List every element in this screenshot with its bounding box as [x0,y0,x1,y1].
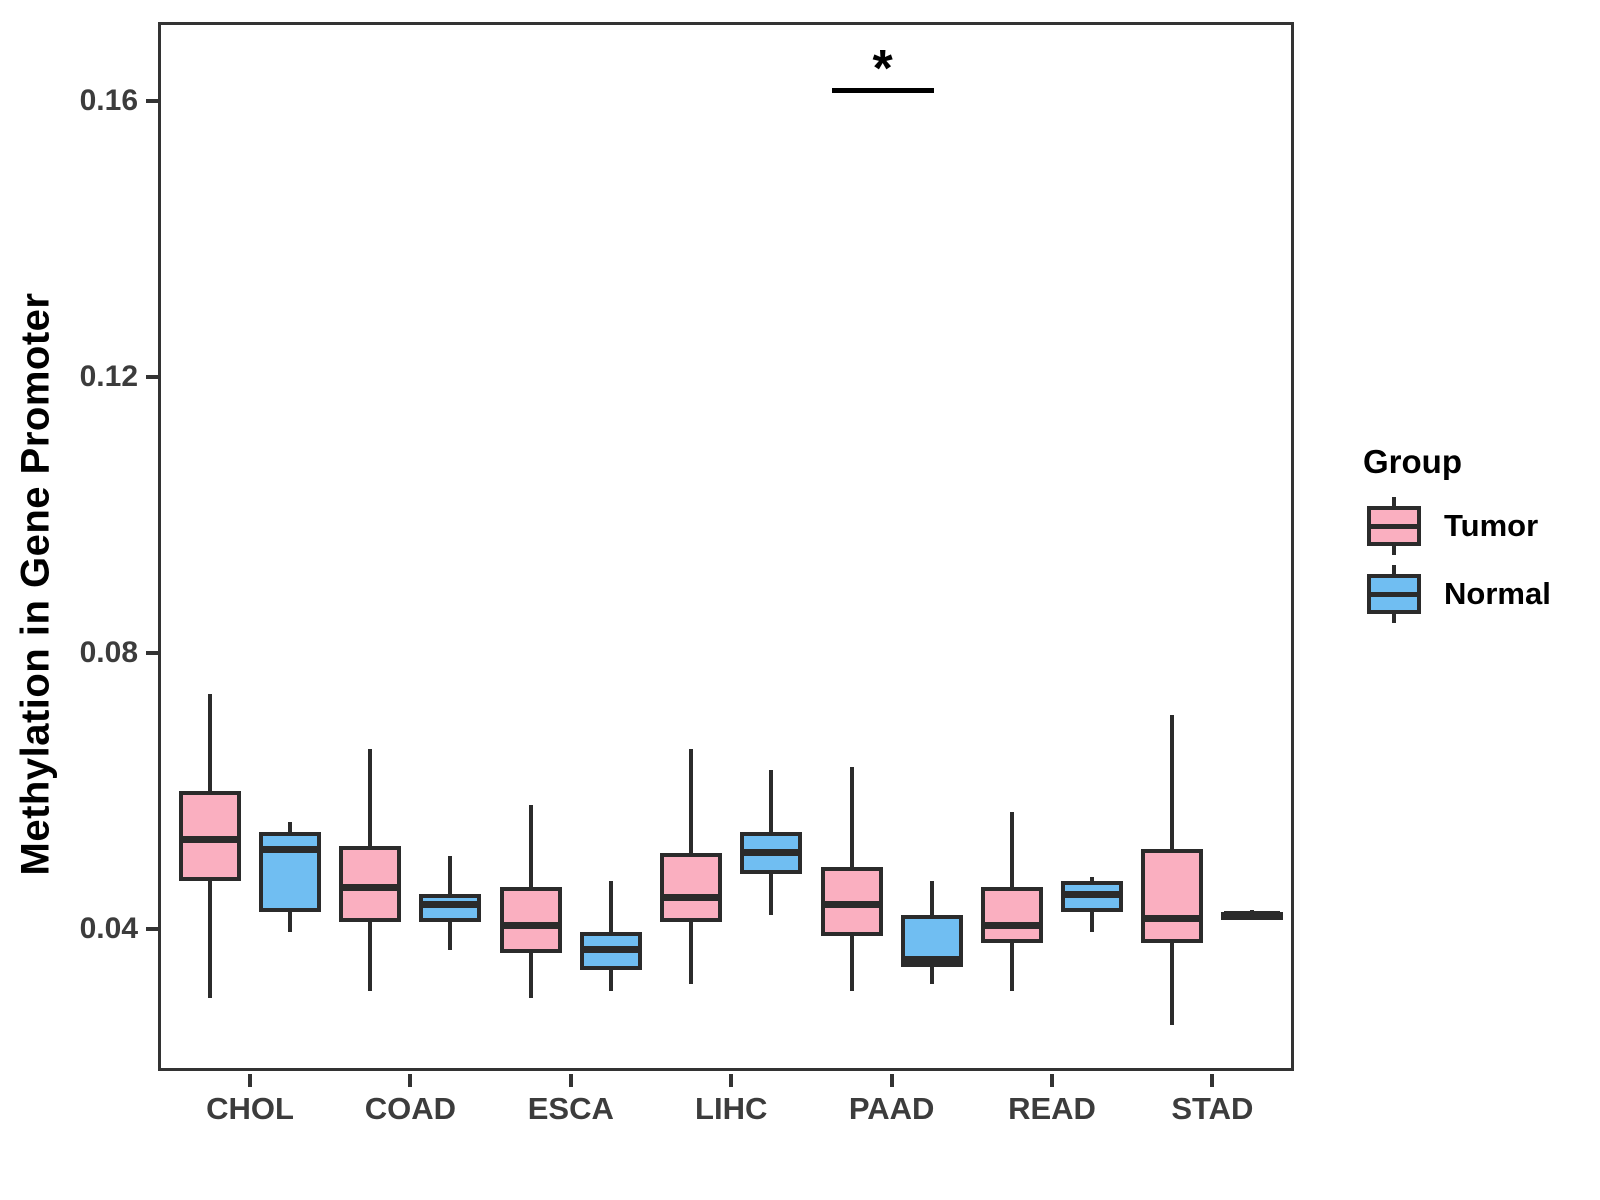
median-tumor-ESCA [502,921,559,929]
key-whisker-top [1392,497,1396,507]
legend-entry-tumor: Tumor [1366,497,1600,555]
x-tick-LIHC [729,1074,734,1087]
x-tick-COAD [408,1074,413,1087]
median-tumor-READ [984,921,1040,929]
x-tick-label-LIHC: LIHC [695,1091,768,1126]
key-whisker-top [1392,565,1396,575]
key-whisker-bottom [1392,545,1396,555]
x-tick-CHOL [248,1074,252,1087]
box-tumor-LIHC [660,852,723,922]
x-tick-ESCA [568,1074,573,1087]
median-tumor-STAD [1144,914,1201,922]
legend-entry-normal: Normal [1366,565,1600,623]
x-tick-label-READ: READ [1008,1091,1096,1126]
median-normal-ESCA [582,946,639,954]
median-normal-PAAD [903,956,960,964]
median-tumor-LIHC [663,894,720,902]
x-tick-label-CHOL: CHOL [206,1091,294,1126]
x-tick-PAAD [889,1074,894,1087]
legend: Group Tumor Normal [1330,443,1600,633]
box-tumor-STAD [1141,849,1204,943]
tumor-boxplot-key-icon [1366,497,1422,555]
legend-title: Group [1363,443,1462,480]
key-median [1371,592,1417,597]
key-median [1371,524,1417,529]
x-tick-label-COAD: COAD [364,1091,457,1126]
median-normal-CHOL [262,845,318,853]
key-whisker-bottom [1392,613,1396,623]
significance-star: * [872,39,893,98]
median-normal-READ [1064,890,1120,898]
median-tumor-PAAD [823,901,880,909]
x-tick-label-STAD: STAD [1171,1091,1254,1126]
box-normal-CHOL [259,832,321,912]
significance-bar [831,87,934,93]
legend-label-normal: Normal [1444,576,1551,611]
box-tumor-READ [981,887,1043,943]
x-tick-STAD [1210,1074,1215,1087]
legend-label-tumor: Tumor [1444,508,1539,543]
normal-boxplot-key-icon [1366,565,1422,623]
x-tick-label-PAAD: PAAD [848,1091,935,1126]
y-tick-0.04 [146,926,158,931]
median-normal-LIHC [743,849,800,857]
x-tick-READ [1050,1074,1054,1087]
y-tick-0.08 [146,650,158,655]
box-tumor-ESCA [499,887,562,953]
y-tick-0.12 [146,374,158,379]
x-tick-label-ESCA: ESCA [527,1091,614,1126]
median-tumor-CHOL [182,835,238,843]
y-tick-label-0.08: 0.08 [79,635,138,669]
y-tick-label-0.16: 0.16 [79,83,138,117]
y-tick-label-0.04: 0.04 [79,911,138,945]
median-tumor-COAD [342,883,399,891]
median-normal-COAD [422,901,479,909]
median-normal-STAD [1224,910,1281,918]
y-tick-label-0.12: 0.12 [79,359,138,393]
y-tick-0.16 [146,98,158,103]
